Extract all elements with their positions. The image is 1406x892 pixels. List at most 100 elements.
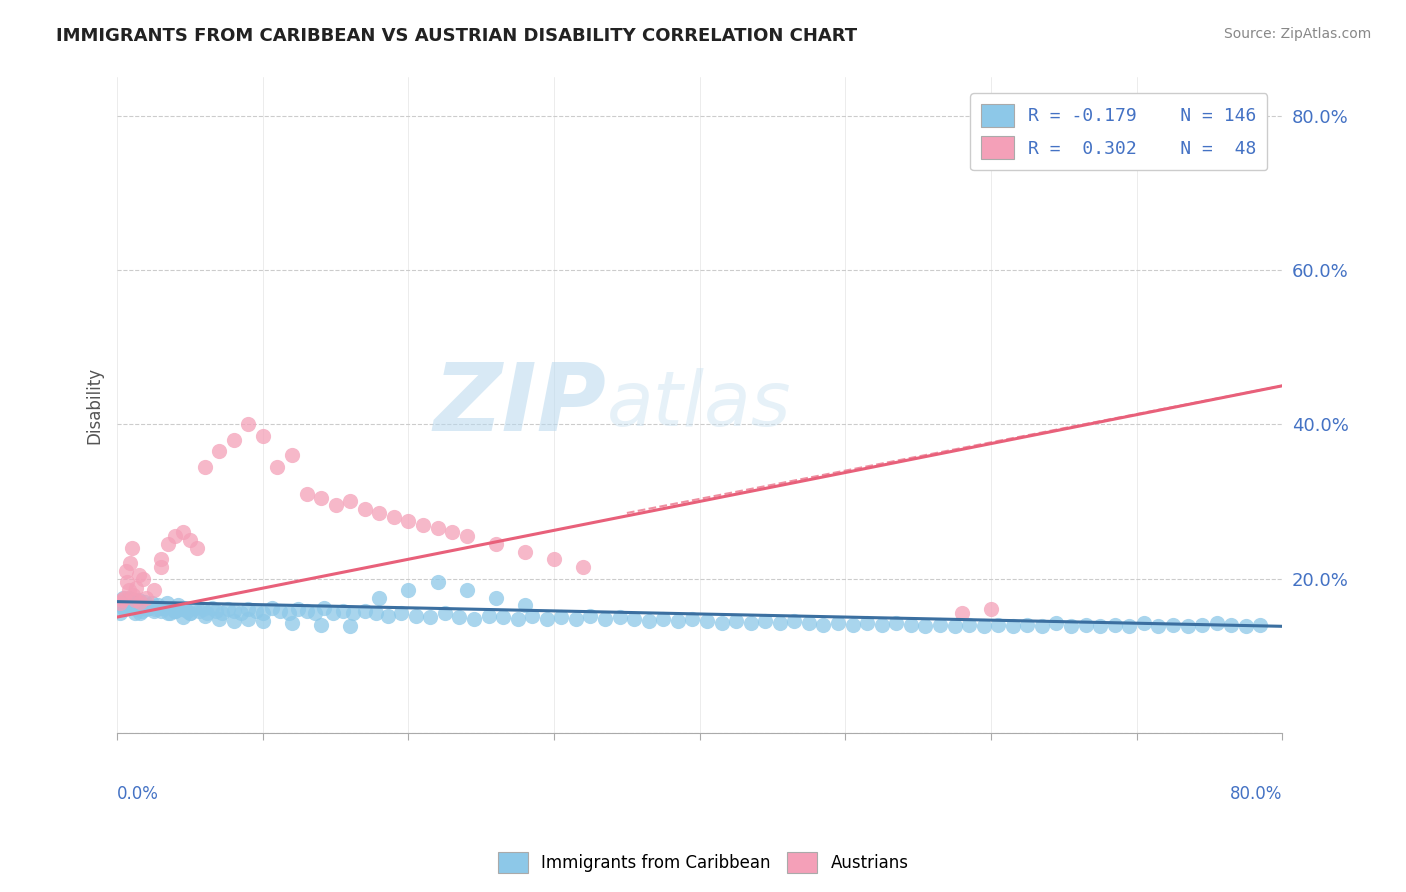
Point [157,537,180,551]
Point [191,602,214,616]
Point [681,611,703,625]
Point [456,529,478,543]
Point [884,616,907,631]
Point [593,611,616,625]
Point [135,591,157,605]
Point [456,583,478,598]
Point [132,600,155,615]
Point [193,459,215,474]
Point [957,617,980,632]
Point [201,600,224,615]
Point [543,552,565,566]
Point [1177,619,1199,633]
Point [637,614,659,628]
Point [1017,617,1039,632]
Point [412,517,434,532]
Point [124,593,146,607]
Point [238,602,260,616]
Point [339,619,361,633]
Point [477,608,499,623]
Text: Source: ZipAtlas.com: Source: ZipAtlas.com [1223,27,1371,41]
Point [377,608,399,623]
Point [322,606,344,620]
Text: ZIP: ZIP [433,359,606,451]
Point [252,614,274,628]
Point [187,604,209,618]
Point [114,600,136,615]
Legend: R = -0.179    N = 146, R =  0.302    N =  48: R = -0.179 N = 146, R = 0.302 N = 48 [970,93,1267,170]
Point [1074,617,1097,632]
Point [141,596,163,610]
Point [740,616,762,631]
Point [114,602,136,616]
Point [149,560,172,574]
Point [146,599,169,613]
Point [1060,619,1083,633]
Point [1088,619,1111,633]
Point [208,444,231,458]
Point [368,506,391,520]
Point [252,606,274,620]
Point [222,433,245,447]
Point [122,599,145,613]
Point [579,608,602,623]
Point [245,604,267,618]
Point [353,604,375,618]
Point [769,616,792,631]
Point [312,600,335,615]
Point [914,619,936,633]
Point [463,611,485,625]
Point [1191,617,1213,632]
Point [159,606,181,620]
Point [550,610,572,624]
Point [304,606,326,620]
Point [143,602,166,616]
Point [485,591,508,605]
Point [281,448,304,462]
Point [856,616,879,631]
Point [389,606,412,620]
Point [565,611,588,625]
Point [725,614,748,628]
Point [238,611,260,625]
Point [222,614,245,628]
Point [950,606,973,620]
Point [433,606,456,620]
Point [405,608,427,623]
Point [118,594,141,608]
Point [522,608,544,623]
Point [929,617,952,632]
Point [149,600,172,615]
Point [449,610,471,624]
Point [167,599,190,613]
Point [193,608,215,623]
Point [1118,619,1140,633]
Point [813,617,835,632]
Point [987,617,1010,632]
Point [366,606,388,620]
Point [197,606,219,620]
Point [426,521,449,535]
Point [295,604,318,618]
Point [179,606,201,620]
Point [115,564,138,578]
Point [134,594,156,608]
Point [118,591,141,605]
Point [114,591,136,605]
Point [129,599,152,613]
Point [222,604,245,618]
Point [513,544,536,558]
Point [827,616,849,631]
Point [943,619,966,633]
Point [339,494,361,508]
Point [128,593,150,607]
Point [1045,616,1067,631]
Point [398,583,420,598]
Point [186,541,208,555]
Point [108,594,131,608]
Point [142,604,165,618]
Point [368,591,391,605]
Point [110,593,132,607]
Point [1220,617,1243,632]
Point [269,604,291,618]
